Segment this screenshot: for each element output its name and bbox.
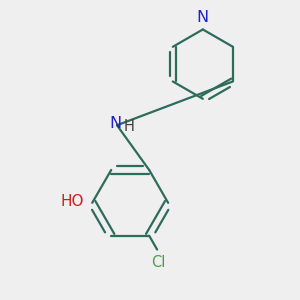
Text: HO: HO — [61, 194, 84, 209]
Text: Cl: Cl — [152, 256, 166, 271]
Text: N: N — [109, 116, 122, 131]
Text: N: N — [197, 11, 209, 26]
Text: H: H — [124, 119, 135, 134]
